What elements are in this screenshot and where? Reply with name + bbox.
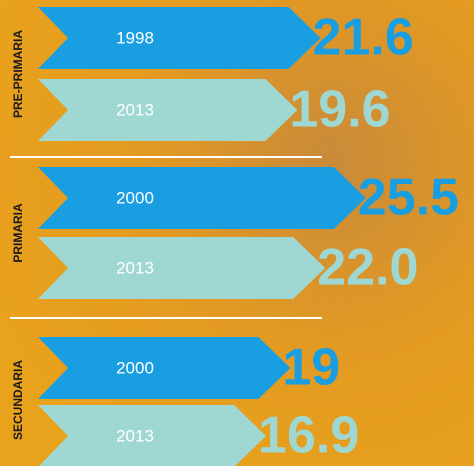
bar	[38, 7, 321, 69]
value-label: 25.5	[358, 169, 459, 227]
value-label: 16.9	[258, 407, 359, 465]
year-label: 2013	[116, 100, 154, 119]
value-label: 22.0	[317, 239, 418, 297]
bar	[38, 79, 297, 141]
year-label: 2000	[116, 188, 154, 207]
value-label: 19	[282, 339, 340, 397]
bar	[38, 237, 325, 299]
year-label: 1998	[116, 28, 154, 47]
group-label: PRIMARIA	[11, 203, 25, 263]
year-label: 2013	[116, 258, 154, 277]
year-label: 2000	[116, 358, 154, 377]
year-label: 2013	[116, 426, 154, 445]
value-label: 19.6	[289, 81, 390, 139]
value-label: 21.6	[313, 9, 414, 67]
page: {"chart_data": {"type": "chevron-bar", "…	[0, 0, 474, 466]
group-label: SECUNDARIA	[11, 360, 25, 440]
group-label: PRE-PRIMARIA	[11, 30, 25, 118]
chart: PRE-PRIMARIA 1998 21.6 2013 19.6 PRIMARIA 2000…	[0, 0, 474, 466]
bar	[38, 167, 366, 229]
bar	[38, 337, 290, 399]
